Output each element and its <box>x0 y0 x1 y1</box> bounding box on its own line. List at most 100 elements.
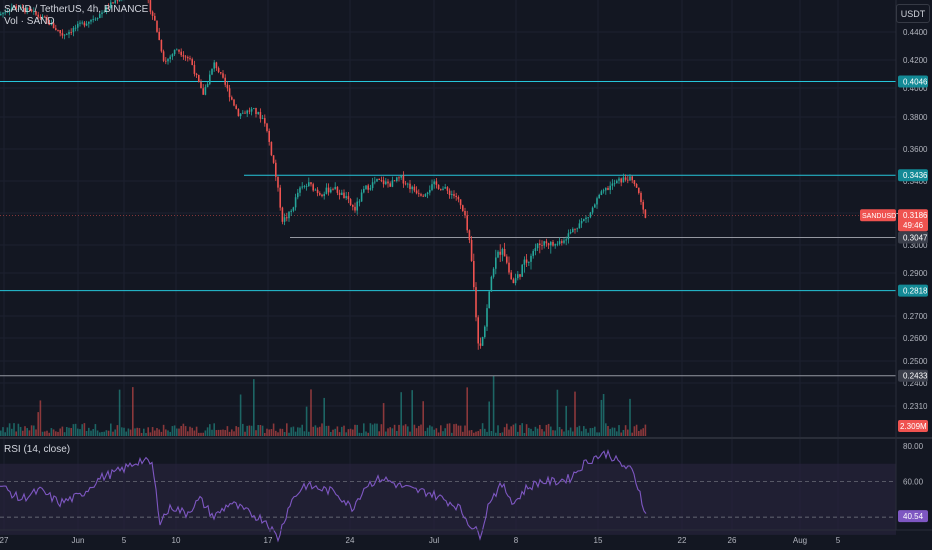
candle-body-273 <box>600 191 603 195</box>
volume-bar-218 <box>479 429 482 436</box>
volume-bar-256 <box>563 431 565 436</box>
candle-body-259 <box>569 232 572 234</box>
candle-body-134 <box>294 197 297 208</box>
candle-body-275 <box>605 187 607 191</box>
volume-bar-199 <box>437 432 440 436</box>
candle-body-167 <box>367 185 369 190</box>
volume-bar-46 <box>101 431 103 436</box>
candle-body-230 <box>506 256 508 263</box>
candle-body-85 <box>187 57 189 59</box>
candle-body-139 <box>305 186 308 187</box>
volume-bar-275 <box>605 423 607 436</box>
candle-body-91 <box>200 82 202 89</box>
candle-body-103 <box>226 84 229 89</box>
candle-body-146 <box>321 194 323 197</box>
volume-bar-210 <box>462 431 464 436</box>
volume-bar-242 <box>532 431 534 436</box>
volume-bar-109 <box>239 394 242 436</box>
candle-body-107 <box>235 105 237 109</box>
candle-body-224 <box>492 268 495 277</box>
volume-bar-57 <box>125 431 127 436</box>
candle-body-183 <box>402 175 405 184</box>
volume-bar-255 <box>561 429 563 436</box>
volume-bar-49 <box>107 430 110 436</box>
candle-body-271 <box>596 198 598 205</box>
candle-body-226 <box>497 251 499 258</box>
volume-bar-67 <box>147 427 149 436</box>
volume-bar-74 <box>162 424 165 436</box>
volume-bar-30 <box>66 426 68 436</box>
candle-body-211 <box>464 210 466 216</box>
volume-bar-85 <box>187 431 189 436</box>
candle-body-113 <box>248 110 251 112</box>
volume-bar-3 <box>6 427 9 436</box>
candle-body-97 <box>213 62 215 69</box>
volume-bar-208 <box>457 425 460 436</box>
rsi-level-label-1: 60.00 <box>903 478 924 487</box>
candle-body-223 <box>490 276 493 292</box>
candle-body-104 <box>228 88 231 98</box>
volume-bar-79 <box>173 425 176 436</box>
volume-bar-73 <box>160 431 163 436</box>
time-axis[interactable]: 27 Jun 5 10 17 24 Jul 8 15 22 26 Aug 5 <box>0 529 932 545</box>
candle-body-221 <box>486 308 488 327</box>
volume-bar-71 <box>156 428 158 436</box>
volume-bar-84 <box>184 426 187 436</box>
volume-bar-82 <box>180 425 182 436</box>
candle-body-108 <box>237 108 240 117</box>
volume-bar-147 <box>323 397 325 436</box>
candle-body-185 <box>407 183 409 185</box>
time-tick-label-11: Aug <box>793 536 807 545</box>
symbol-badge-label: SANDUSDT <box>862 213 901 220</box>
volume-bar-200 <box>440 425 442 436</box>
candle-body-42 <box>92 19 94 21</box>
volume-bar-56 <box>123 427 125 436</box>
volume-bar-22 <box>48 432 50 436</box>
volume-bar-14 <box>30 425 33 436</box>
symbol-title[interactable]: SAND / TetherUS, 4h, BINANCE <box>4 4 149 15</box>
volume-bar-226 <box>497 425 499 436</box>
time-tick-label-2: 5 <box>122 536 127 545</box>
candle-body-280 <box>616 180 618 184</box>
candle-body-276 <box>607 187 609 190</box>
volume-bar-214 <box>470 429 473 436</box>
candle-body-81 <box>178 49 180 52</box>
volume-bar-163 <box>358 432 361 436</box>
volume-bar-215 <box>473 432 475 436</box>
volume-bar-10 <box>22 430 24 436</box>
volume-bar-238 <box>523 432 526 436</box>
volume-bar-197 <box>433 429 435 436</box>
volume-bar-143 <box>314 425 317 436</box>
candle-body-137 <box>301 186 303 188</box>
volume-bar-127 <box>279 428 281 436</box>
volume-bar-278 <box>611 427 614 436</box>
volume-bar-124 <box>272 423 275 436</box>
candle-body-125 <box>275 162 277 177</box>
volume-bar-91 <box>200 432 202 436</box>
candle-body-256 <box>563 240 565 243</box>
level-badge-label-1: 0.3436 <box>903 171 928 180</box>
volume-bar-15 <box>33 425 35 436</box>
candle-body-100 <box>220 72 222 74</box>
candle-body-39 <box>85 23 88 26</box>
price-tick-label-12: 0.2400 <box>903 379 928 388</box>
candle-body-168 <box>369 188 372 190</box>
level-badge-label-2: 0.3047 <box>903 233 928 242</box>
candle-body-150 <box>330 189 332 193</box>
candle-body-87 <box>191 59 193 65</box>
candle-body-263 <box>578 223 581 229</box>
volume-bar-259 <box>569 427 572 436</box>
volume-bar-75 <box>165 429 167 436</box>
time-tick-label-3: 10 <box>172 536 181 545</box>
candle-body-162 <box>356 201 358 211</box>
currency-button[interactable]: USDT <box>896 4 930 23</box>
candle-body-75 <box>165 60 167 62</box>
candle-body-235 <box>517 274 519 279</box>
candle-body-117 <box>257 112 259 114</box>
volume-bar-54 <box>118 389 121 436</box>
candle-body-116 <box>255 107 257 114</box>
candle-body-20 <box>44 16 46 18</box>
candle-body-13 <box>28 8 31 10</box>
